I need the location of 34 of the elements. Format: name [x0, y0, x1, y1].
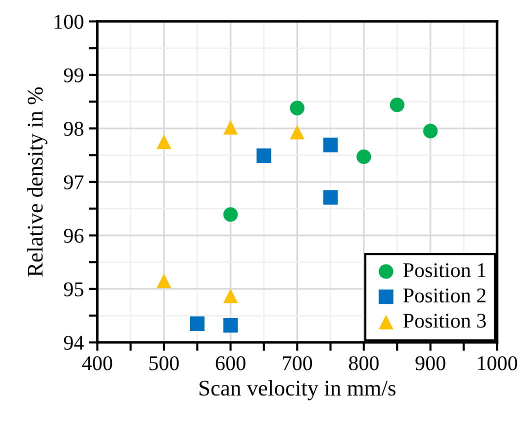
- point: [323, 190, 338, 205]
- x-tick-label: 500: [150, 356, 179, 370]
- point: [290, 124, 304, 140]
- point: [423, 124, 438, 138]
- point: [323, 138, 338, 152]
- point: [156, 134, 172, 150]
- point: [223, 207, 238, 222]
- x-tick-label: 1000: [478, 356, 518, 370]
- y-tick-label: 99: [64, 68, 84, 82]
- y-tick-label: 100: [54, 14, 84, 29]
- x-axis-title: Scan velocity in mm/s: [200, 380, 396, 400]
- x-tick-label: 700: [282, 356, 312, 370]
- x-tick-label: 800: [348, 356, 379, 370]
- legend-label: Position 2: [403, 288, 486, 302]
- point: [390, 98, 404, 112]
- x-tick-label: 400: [82, 356, 112, 370]
- y-tick-label: 96: [64, 228, 84, 243]
- legend-label: Position 3: [403, 314, 486, 328]
- point: [190, 316, 205, 331]
- x-tick-label: 900: [415, 356, 446, 370]
- legend-label: Position 1: [403, 263, 486, 278]
- point: [223, 120, 238, 135]
- y-tick-label: 98: [64, 122, 84, 136]
- y-tick-label: 97: [64, 175, 84, 190]
- y-tick-label: 94: [64, 336, 84, 350]
- point: [223, 318, 238, 333]
- x-tick-label: 600: [216, 356, 246, 370]
- point: [356, 149, 372, 164]
- point: [290, 100, 304, 116]
- point: [223, 288, 238, 304]
- point: [156, 274, 172, 288]
- point: [256, 148, 272, 163]
- y-axis-title: Relative density in %: [27, 87, 48, 277]
- y-tick-label: 95: [64, 282, 84, 296]
